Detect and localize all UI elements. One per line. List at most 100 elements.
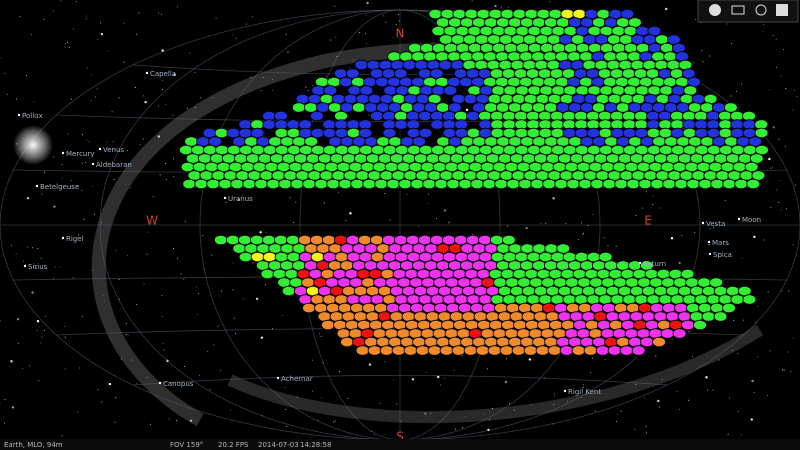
star	[775, 38, 777, 40]
button[interactable]	[776, 4, 788, 16]
star	[736, 90, 738, 92]
parallel	[132, 375, 668, 386]
button[interactable]	[709, 4, 721, 16]
star	[38, 380, 40, 382]
star	[19, 16, 21, 18]
star	[364, 33, 366, 35]
star	[262, 76, 264, 78]
star	[61, 164, 63, 166]
star	[769, 350, 771, 352]
star	[177, 257, 179, 259]
star	[198, 375, 200, 377]
star	[292, 222, 294, 224]
compass-label: N	[396, 27, 405, 41]
tile	[387, 51, 402, 62]
tile	[603, 102, 618, 113]
object-marker	[223, 196, 227, 200]
tile	[507, 51, 522, 62]
star	[86, 139, 88, 141]
tile	[635, 42, 650, 54]
object-marker	[563, 389, 567, 393]
star	[219, 295, 221, 297]
star	[93, 269, 95, 271]
tile	[367, 345, 382, 356]
object-marker	[35, 184, 39, 188]
star	[78, 234, 80, 236]
star	[580, 222, 582, 224]
star	[102, 209, 104, 211]
star	[85, 18, 87, 20]
tile	[547, 345, 562, 356]
tile	[587, 42, 602, 54]
star	[691, 355, 693, 357]
star	[284, 387, 286, 389]
tile	[742, 294, 757, 305]
star	[411, 378, 415, 381]
tile	[451, 345, 466, 356]
star	[15, 253, 17, 255]
star	[147, 231, 149, 233]
star	[54, 266, 56, 268]
compass-label: S	[396, 430, 404, 444]
star	[136, 383, 138, 385]
star	[607, 245, 609, 247]
tile	[698, 178, 713, 190]
fov: FOV 159°	[170, 441, 203, 449]
star	[81, 162, 83, 164]
tile	[535, 345, 550, 356]
tile	[466, 110, 480, 122]
tile	[498, 59, 513, 71]
star	[317, 419, 319, 421]
object-label: Canopus	[163, 380, 194, 388]
star	[103, 295, 105, 297]
star	[22, 260, 24, 262]
tile	[619, 345, 634, 356]
tile	[627, 102, 642, 113]
tile	[699, 102, 714, 113]
button[interactable]	[755, 4, 767, 16]
tile	[599, 42, 614, 54]
object-marker	[158, 381, 162, 385]
tile	[511, 345, 526, 356]
tile	[531, 102, 546, 113]
tile	[746, 178, 761, 190]
tile	[713, 311, 728, 322]
star	[162, 89, 164, 91]
star	[31, 291, 34, 294]
star	[15, 98, 17, 100]
star	[43, 329, 45, 331]
star	[770, 206, 772, 208]
object-label: Capella	[150, 70, 176, 78]
tile	[354, 59, 369, 71]
star	[513, 409, 515, 411]
star	[212, 344, 214, 346]
star	[525, 226, 528, 230]
star	[41, 336, 43, 338]
star	[125, 333, 127, 335]
time: 14:28:58	[300, 441, 331, 449]
star	[768, 89, 770, 91]
tile	[681, 319, 695, 331]
star	[707, 389, 709, 391]
star	[578, 392, 580, 394]
object-label: Venus	[103, 146, 124, 154]
star	[616, 420, 618, 422]
star	[259, 231, 262, 234]
tile	[374, 178, 389, 190]
tile	[515, 42, 530, 54]
star	[219, 370, 221, 372]
star	[366, 43, 368, 45]
star	[487, 368, 489, 370]
tile	[291, 102, 306, 113]
tile	[462, 59, 477, 71]
star	[31, 34, 33, 36]
star	[172, 158, 174, 160]
star	[53, 205, 56, 208]
tile	[428, 8, 443, 20]
star	[349, 212, 352, 215]
star	[189, 52, 191, 54]
star	[17, 343, 19, 345]
object-marker	[61, 151, 65, 155]
button[interactable]	[731, 5, 745, 15]
star	[108, 382, 112, 386]
